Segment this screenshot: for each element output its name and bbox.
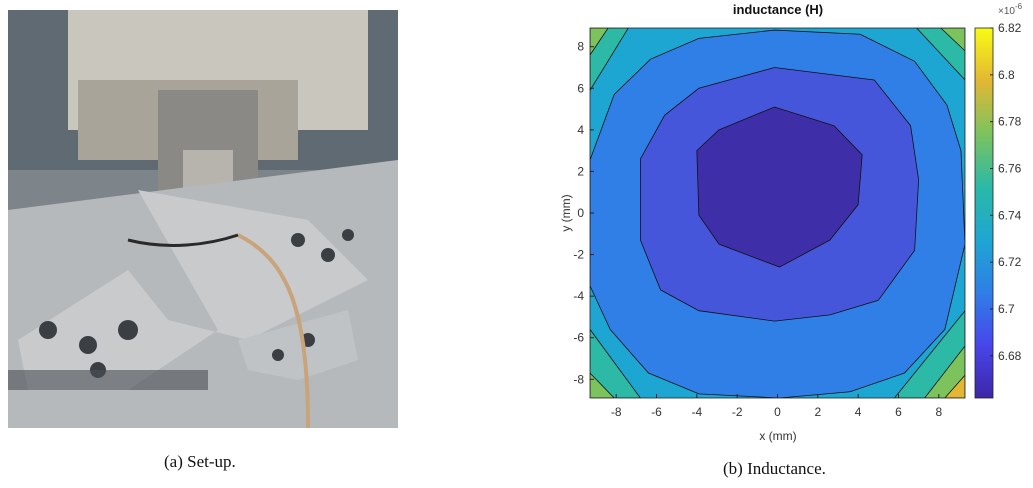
x-axis-label: x (mm) (759, 429, 796, 443)
contour-chart: inductance (H) x (mm) y (mm) ×10-6 -8 -6-… (559, 2, 1023, 443)
y-tick-label: 6 (577, 81, 584, 95)
colorbar-tick-label: 6.72 (998, 255, 1022, 269)
y-tick-label: -2 (573, 248, 584, 262)
colorbar-tick-label: 6.82 (998, 21, 1022, 35)
colorbar-exponent: ×10-6 (998, 2, 1023, 17)
contour-region (590, 28, 609, 56)
chart-title: inductance (H) (733, 2, 823, 17)
contour-region (590, 328, 641, 398)
y-tick-label: -6 (573, 331, 584, 345)
y-tick-label: 2 (577, 164, 584, 178)
exponent-base: ×10 (998, 6, 1015, 17)
x-tick-label: -6 (651, 405, 662, 419)
contour-region (916, 28, 965, 81)
x-tick-label: 8 (935, 405, 942, 419)
colorbar-tick-label: 6.7 (998, 302, 1015, 316)
contour-region (590, 28, 629, 92)
y-tick-label: 4 (577, 123, 584, 137)
colorbar-tick-label: 6.74 (998, 208, 1022, 222)
x-tick-label: -4 (692, 405, 703, 419)
colorbar-tick-label: 6.76 (998, 162, 1022, 176)
contour-area (590, 28, 965, 398)
x-tick-label: -8 (611, 405, 622, 419)
setup-photo (8, 10, 398, 428)
x-tick-label: 2 (814, 405, 821, 419)
contour-region (590, 372, 615, 398)
x-tick-label: -2 (732, 405, 743, 419)
x-tick-label: 0 (774, 405, 781, 419)
y-axis-label: y (mm) (559, 194, 573, 231)
colorbar-tick-label: 6.68 (998, 349, 1022, 363)
caption: (a) Set-up. (164, 452, 236, 471)
y-tick-label: 0 (577, 206, 584, 220)
exponent-power: -6 (1015, 2, 1023, 11)
contour-region (940, 28, 965, 52)
colorbar (974, 27, 994, 399)
contour-region (924, 345, 965, 398)
x-tick-label: 4 (855, 405, 862, 419)
y-tick-label: -4 (573, 289, 584, 303)
colorbar-tick-label: 6.8 (998, 68, 1015, 82)
contour-region (944, 374, 965, 398)
colorbar-tick-label: 6.78 (998, 115, 1022, 129)
x-tick-label: 6 (895, 405, 902, 419)
contour-region (696, 106, 863, 268)
caption: (b) Inductance. (723, 459, 826, 478)
y-tick-label: -8 (573, 372, 584, 386)
y-tick-label: 8 (577, 40, 584, 54)
